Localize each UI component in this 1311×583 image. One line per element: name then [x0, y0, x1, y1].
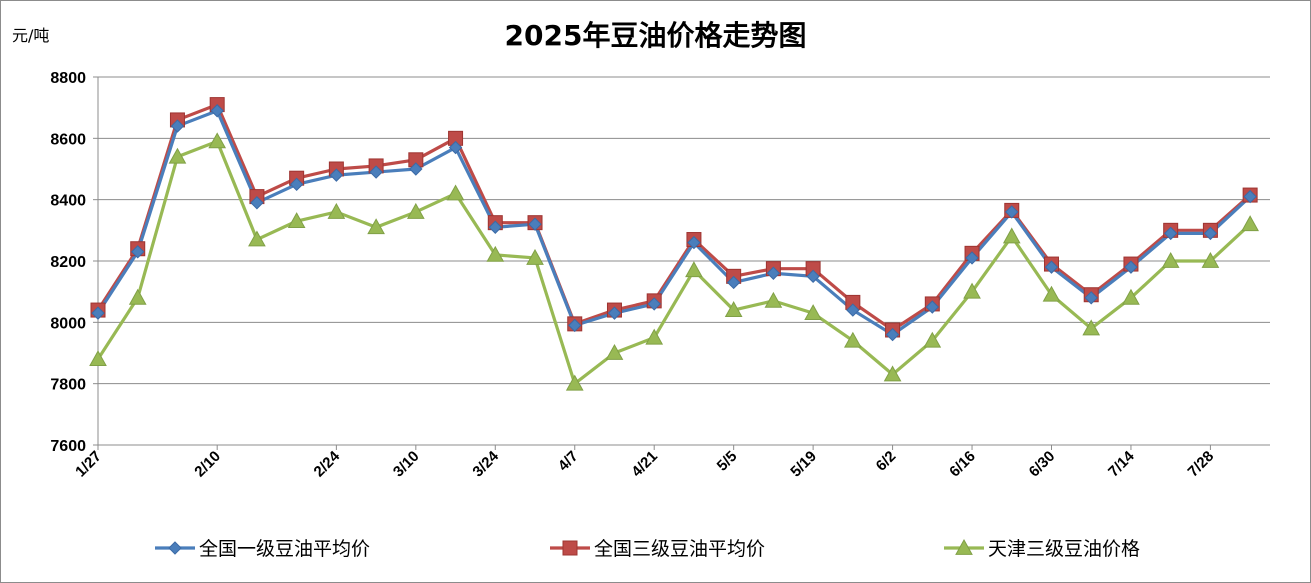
- data-point-series-3: [1042, 285, 1061, 302]
- series-line-1: [96, 109, 1252, 337]
- y-tick-label: 8200: [50, 254, 86, 271]
- data-point-series-1: [726, 275, 741, 290]
- data-point-series-1: [925, 300, 940, 314]
- data-point-series-3: [208, 132, 227, 149]
- data-point-series-1: [131, 245, 145, 259]
- data-point-series-1: [91, 306, 105, 320]
- data-point-series-3: [1241, 215, 1259, 232]
- x-tick-label: 4/21: [628, 448, 661, 481]
- data-point-series-3: [327, 202, 346, 219]
- data-point-series-3: [406, 202, 425, 219]
- data-point-series-1: [409, 162, 423, 176]
- x-tick-label: 7/14: [1105, 447, 1138, 480]
- data-point-series-1: [568, 318, 582, 333]
- data-point-series-1: [528, 217, 542, 231]
- x-tick-label: 2/10: [191, 448, 224, 481]
- data-point-series-3: [367, 218, 385, 235]
- data-point-series-3: [804, 304, 822, 321]
- data-point-series-1: [885, 327, 900, 342]
- data-point-series-1: [1005, 205, 1019, 219]
- data-point-series-3: [963, 282, 981, 299]
- data-point-series-3: [1161, 251, 1180, 268]
- legend-marker-2: [562, 540, 578, 556]
- data-point-series-3: [843, 331, 862, 348]
- legend-marker-1: [168, 541, 182, 555]
- data-point-series-1: [965, 251, 979, 265]
- data-point-series-1: [846, 303, 860, 317]
- y-tick-label: 7800: [50, 377, 86, 394]
- legend-marker-3: [955, 538, 973, 555]
- data-point-series-3: [287, 212, 306, 229]
- data-point-series-3: [248, 230, 266, 247]
- data-point-series-1: [1243, 189, 1257, 204]
- data-point-series-3: [645, 328, 664, 345]
- legend-label-1: 全国一级豆油平均价: [199, 538, 370, 560]
- data-point-series-3: [446, 184, 465, 201]
- data-point-series-3: [89, 350, 107, 367]
- data-point-series-1: [369, 165, 383, 179]
- y-tick-label: 8800: [50, 70, 86, 87]
- data-point-series-3: [486, 245, 505, 262]
- data-point-series-1: [1203, 226, 1218, 241]
- data-point-series-1: [1124, 260, 1138, 274]
- y-tick-label: 8600: [50, 131, 86, 148]
- data-point-series-3: [764, 291, 783, 308]
- series-line-3: [96, 139, 1252, 386]
- data-point-series-3: [883, 365, 902, 382]
- data-point-series-1: [806, 269, 820, 284]
- legend-label-3: 天津三级豆油价格: [988, 538, 1140, 560]
- data-point-series-3: [685, 261, 703, 278]
- y-tick-label: 8000: [50, 315, 86, 332]
- x-tick-label: 7/28: [1185, 448, 1218, 481]
- legend-label-2: 全国三级豆油平均价: [594, 538, 765, 560]
- data-point-series-1: [647, 297, 661, 311]
- x-tick-label: 2/24: [311, 447, 344, 480]
- data-point-series-1: [607, 306, 622, 320]
- x-tick-label: 5/5: [714, 448, 741, 475]
- data-point-series-3: [724, 301, 743, 317]
- x-tick-label: 4/7: [555, 448, 582, 475]
- x-tick-label: 6/16: [946, 448, 979, 481]
- y-axis-unit-label: 元/吨: [12, 26, 50, 45]
- x-tick-label: 6/2: [873, 448, 900, 475]
- y-tick-label: 7600: [50, 438, 86, 455]
- x-tick-label: 3/10: [390, 448, 423, 481]
- data-point-series-1: [1084, 291, 1098, 305]
- data-point-series-3: [1082, 319, 1101, 336]
- data-point-series-3: [605, 343, 624, 360]
- data-point-series-1: [289, 177, 304, 192]
- data-point-series-3: [565, 374, 584, 391]
- data-point-series-1: [1044, 260, 1059, 274]
- data-point-series-3: [526, 248, 544, 265]
- data-point-series-3: [1002, 227, 1021, 244]
- y-tick-label: 8400: [50, 193, 86, 210]
- data-point-series-1: [170, 119, 185, 133]
- x-tick-label: 6/30: [1026, 448, 1059, 481]
- data-point-series-1: [250, 196, 264, 210]
- data-point-series-1: [329, 168, 344, 182]
- x-tick-label: 3/24: [469, 447, 502, 480]
- data-point-series-1: [766, 266, 781, 280]
- data-point-series-3: [1201, 251, 1220, 268]
- data-point-series-3: [168, 147, 187, 164]
- data-point-series-1: [687, 235, 701, 250]
- data-point-series-1: [1163, 226, 1178, 241]
- data-point-series-3: [1122, 288, 1140, 305]
- chart-title: 2025年豆油价格走势图: [504, 19, 807, 52]
- x-tick-label: 5/19: [787, 448, 820, 481]
- data-point-series-3: [923, 331, 942, 348]
- data-point-series-3: [128, 288, 147, 305]
- data-point-series-1: [448, 140, 463, 155]
- data-point-series-1: [210, 104, 224, 118]
- data-point-series-1: [488, 220, 502, 234]
